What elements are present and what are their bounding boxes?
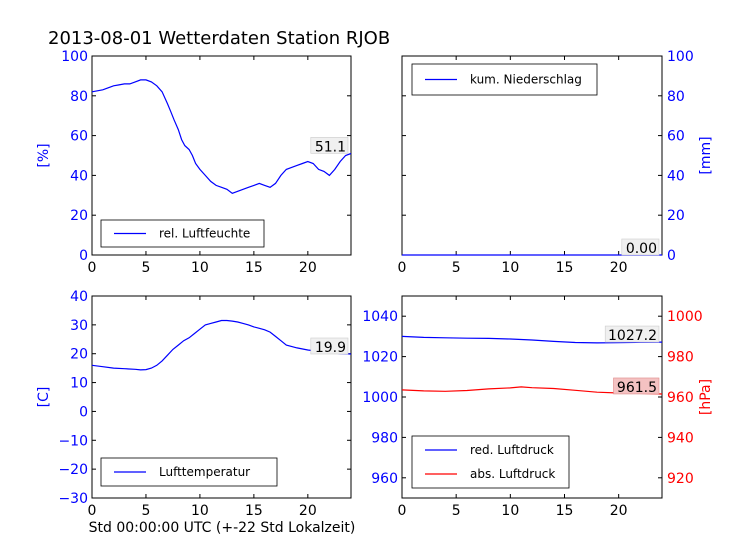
value-annotation: 1027.2 <box>608 328 657 344</box>
series-line-0 <box>91 319 352 371</box>
legend-label: kum. Niederschlag <box>470 73 582 87</box>
legend-label: red. Luftdruck <box>470 443 554 457</box>
figure-title: 2013-08-01 Wetterdaten Station RJOB <box>48 28 390 49</box>
y-tick-label-right: 980 <box>667 350 694 366</box>
panel-bottom-right: 0 5 10 15 20 960 980 1000 1020 1040 920 940 960 980 10… <box>362 295 714 519</box>
y-tick-label: 1020 <box>362 350 398 366</box>
y-tick-label: 100 <box>61 49 88 65</box>
x-tick-label: 10 <box>191 503 209 519</box>
y-tick-label-right: 100 <box>667 49 694 65</box>
series-line-0 <box>401 335 663 344</box>
y-axis-label: [mm] <box>698 136 714 174</box>
x-tick-label: 15 <box>556 503 574 519</box>
y-tick-label-right: 40 <box>667 168 685 184</box>
x-tick-label: 15 <box>245 503 263 519</box>
value-annotation-box <box>604 325 660 343</box>
value-annotation: 0.00 <box>626 241 657 257</box>
y-tick-label: 1000 <box>362 390 398 406</box>
y-tick-label: 20 <box>70 208 88 224</box>
x-tick-label: 5 <box>141 260 150 276</box>
x-tick-label: 10 <box>191 260 209 276</box>
x-tick-label: 5 <box>141 503 150 519</box>
x-tick-label: 0 <box>398 260 407 276</box>
panel-top-right: 0 5 10 15 20 0 20 40 60 80 100 [mm] 0.00 kum. Nieders… <box>398 49 714 276</box>
plot-frame <box>91 55 352 256</box>
x-tick-label: 20 <box>610 260 628 276</box>
y-tick-label-right: 0 <box>667 248 676 264</box>
plot-frame <box>91 295 352 499</box>
x-tick-label: 0 <box>88 260 97 276</box>
x-tick-label: 10 <box>501 503 519 519</box>
x-tick-label: 20 <box>299 260 317 276</box>
y-tick-label-right: 80 <box>667 89 685 105</box>
legend-box <box>411 435 570 489</box>
x-tick-label: 5 <box>452 503 461 519</box>
y-tick-label-right: 940 <box>667 430 694 446</box>
x-tick-label: 0 <box>88 503 97 519</box>
value-annotation: 51.1 <box>315 139 346 155</box>
y-tick-label: −20 <box>58 462 88 478</box>
value-annotation: 19.9 <box>315 340 346 356</box>
y-tick-label: 80 <box>70 89 88 105</box>
x-tick-label: 20 <box>299 503 317 519</box>
y-tick-label: 0 <box>79 404 88 420</box>
y-tick-label: 10 <box>70 376 88 392</box>
y-tick-label: 40 <box>70 168 88 184</box>
x-tick-label: 10 <box>501 260 519 276</box>
y-tick-label: 20 <box>70 347 88 363</box>
x-tick-label: 5 <box>452 260 461 276</box>
x-tick-label: 15 <box>556 260 574 276</box>
series-line-0 <box>91 79 352 194</box>
y-tick-label: 30 <box>70 318 88 334</box>
legend-label: abs. Luftdruck <box>470 467 555 481</box>
y-tick-label-right: 1000 <box>667 309 703 325</box>
x-tick-label: 20 <box>610 503 628 519</box>
y-tick-label: 1040 <box>362 309 398 325</box>
y-axis-label: [C] <box>36 387 52 408</box>
x-tick-label: 15 <box>245 260 263 276</box>
y-tick-label: 0 <box>79 248 88 264</box>
legend-label: rel. Luftfeuchte <box>159 227 250 241</box>
y-tick-label: 960 <box>371 471 398 487</box>
y-tick-label: 60 <box>70 129 88 145</box>
y-tick-label-right: 60 <box>667 129 685 145</box>
y-tick-label-right: 920 <box>667 471 694 487</box>
panel-top-left: 0 5 10 15 20 0 20 40 60 80 100 [%] 51.1 rel. Luftfeuc… <box>36 49 352 276</box>
value-annotation-box <box>621 238 660 256</box>
y-tick-label: −30 <box>58 491 88 507</box>
y-axis-label: [%] <box>36 143 52 167</box>
y-tick-label-right: 20 <box>667 208 685 224</box>
x-axis-label: Std 00:00:00 UTC (+-22 Std Lokalzeit) <box>89 520 356 536</box>
y-axis-label: [hPa] <box>698 379 714 415</box>
value-annotation-box <box>310 337 349 355</box>
x-tick-label: 0 <box>398 503 407 519</box>
y-tick-label: 980 <box>371 430 398 446</box>
y-tick-label-right: 960 <box>667 390 694 406</box>
y-tick-label: 40 <box>70 289 88 305</box>
value-annotation-box <box>310 137 349 154</box>
value-annotation-box <box>613 377 660 395</box>
y-tick-label: −10 <box>58 433 88 449</box>
panel-bottom-left: 0 5 10 15 20 −30 −20 −10 0 10 20 30 40 [C] 19.9 Lufttem… <box>36 289 352 519</box>
value-annotation: 961.5 <box>617 380 657 396</box>
legend-label: Lufttemperatur <box>159 465 250 479</box>
